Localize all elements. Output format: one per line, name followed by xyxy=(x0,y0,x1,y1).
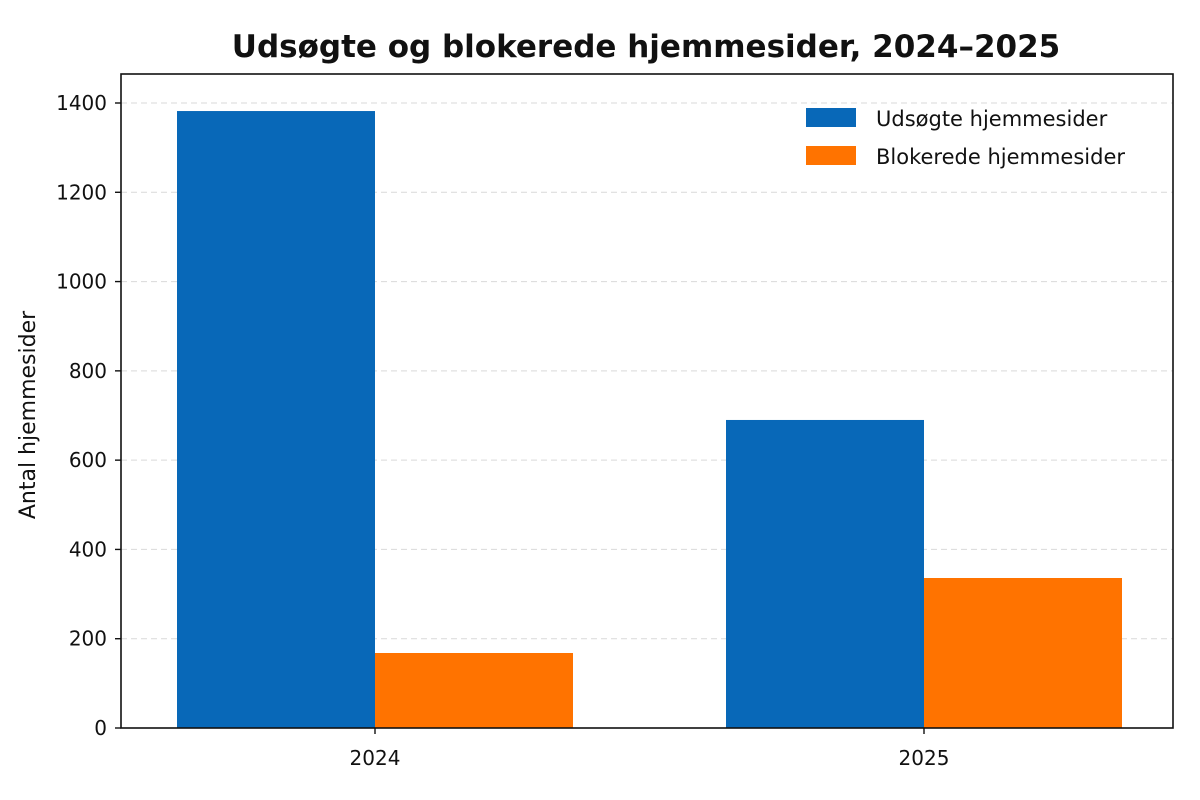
legend-swatch-blokerede xyxy=(806,146,856,165)
y-tick-label-1200: 1200 xyxy=(56,180,107,204)
y-tick-label-1400: 1400 xyxy=(56,91,107,115)
legend-label-blokerede: Blokerede hjemmesider xyxy=(876,145,1125,169)
y-tick-label-600: 600 xyxy=(69,448,107,472)
bar-udsogte-2025 xyxy=(726,419,924,728)
chart-title: Udsøgte og blokerede hjemmesider, 2024–2… xyxy=(232,29,1060,65)
legend-label-udsogte: Udsøgte hjemmesider xyxy=(876,107,1108,131)
plot-frame xyxy=(120,73,1174,729)
x-axis-ticks: 2024 2025 xyxy=(350,728,950,770)
y-tick-label-1000: 1000 xyxy=(56,270,107,294)
bar-udsogte-2024 xyxy=(177,111,375,729)
y-tick-label-0: 0 xyxy=(94,716,107,740)
x-tick-label-2025: 2025 xyxy=(899,746,950,770)
y-axis-ticks: 0 200 400 600 800 1000 1200 1400 xyxy=(56,91,121,740)
legend-swatch-udsogte xyxy=(806,108,856,127)
bar-blokerede-2024 xyxy=(375,653,573,728)
bars xyxy=(177,111,1122,729)
x-tick-label-2024: 2024 xyxy=(350,746,401,770)
y-tick-label-400: 400 xyxy=(69,537,107,561)
bar-blokerede-2025 xyxy=(924,578,1122,728)
y-tick-label-800: 800 xyxy=(69,359,107,383)
y-tick-label-200: 200 xyxy=(69,627,107,651)
legend: Udsøgte hjemmesider Blokerede hjemmeside… xyxy=(806,107,1125,169)
y-axis-label: Antal hjemmesider xyxy=(16,310,41,519)
